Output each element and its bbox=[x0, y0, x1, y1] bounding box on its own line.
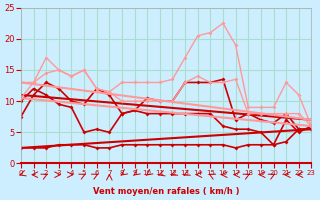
X-axis label: Vent moyen/en rafales ( km/h ): Vent moyen/en rafales ( km/h ) bbox=[93, 187, 239, 196]
